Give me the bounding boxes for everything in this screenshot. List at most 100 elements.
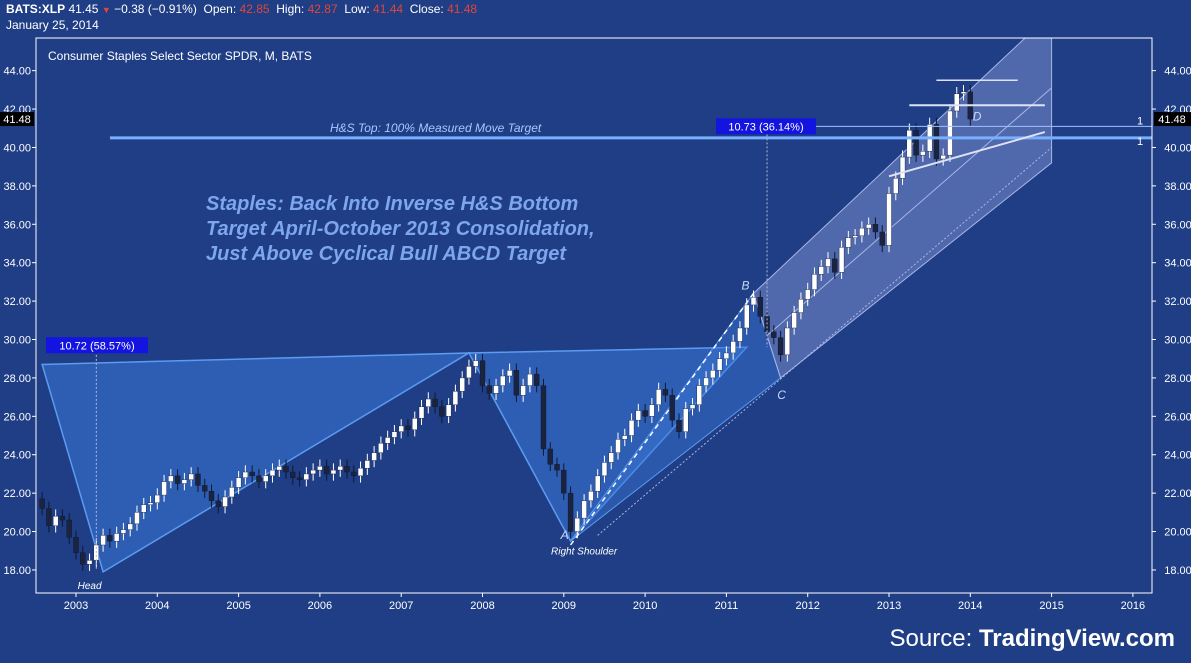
candle bbox=[899, 150, 906, 185]
candle-up bbox=[134, 512, 140, 525]
y-tick-label-right: 20.00 bbox=[1164, 527, 1191, 539]
candle-down bbox=[757, 297, 763, 317]
candle bbox=[317, 459, 323, 477]
y-tick-label-right: 38.00 bbox=[1164, 181, 1191, 193]
candle-up bbox=[750, 297, 757, 306]
candle bbox=[479, 353, 486, 393]
candle-up bbox=[459, 377, 465, 392]
candle-down bbox=[432, 398, 438, 407]
candle bbox=[412, 411, 418, 437]
candle-down bbox=[202, 485, 208, 492]
candle bbox=[459, 371, 465, 399]
candle-up bbox=[716, 358, 723, 371]
candle bbox=[398, 419, 404, 439]
measure-box-2 bbox=[716, 118, 816, 135]
candle bbox=[344, 459, 350, 479]
candle-up bbox=[263, 475, 269, 482]
candle-up bbox=[391, 431, 398, 438]
annotation-title-line: Just Above Cyclical Bull ABCD Target bbox=[206, 243, 567, 265]
rising-channel bbox=[752, 38, 1053, 379]
candle-down bbox=[662, 389, 669, 396]
candle bbox=[323, 459, 330, 481]
x-tick-label: 2004 bbox=[145, 600, 169, 612]
candle-up bbox=[601, 462, 608, 477]
candle-up bbox=[52, 515, 59, 526]
point-c-label: C bbox=[777, 388, 786, 402]
candle bbox=[893, 171, 899, 201]
candle-down bbox=[215, 500, 221, 507]
x-tick-label: 2013 bbox=[877, 600, 901, 612]
candle bbox=[622, 428, 628, 447]
close-value: 41.48 bbox=[447, 2, 478, 16]
candle bbox=[215, 494, 221, 514]
candle bbox=[832, 252, 838, 280]
x-tick-label: 2006 bbox=[308, 600, 332, 612]
candle-up bbox=[330, 469, 337, 475]
candle bbox=[263, 469, 269, 489]
ab-dashed-line bbox=[569, 292, 755, 546]
candle bbox=[466, 359, 472, 385]
candle-up bbox=[703, 377, 709, 386]
candle bbox=[39, 492, 45, 516]
candle-up bbox=[127, 523, 133, 530]
plot-frame bbox=[35, 37, 1153, 594]
candle bbox=[80, 545, 86, 571]
candle-up bbox=[838, 247, 845, 273]
candle bbox=[561, 463, 567, 500]
candle bbox=[730, 334, 736, 360]
y-tick-label-right: 18.00 bbox=[1164, 565, 1191, 577]
candle bbox=[723, 346, 730, 366]
price-change: −0.38 (−0.91%) bbox=[114, 2, 197, 16]
candle bbox=[303, 467, 310, 487]
candle-up bbox=[886, 193, 892, 246]
y-tick-label-right: 22.00 bbox=[1164, 488, 1191, 500]
last-price-tag-left-text: 41.48 bbox=[3, 114, 31, 126]
candle-up bbox=[384, 437, 391, 444]
candle bbox=[852, 229, 858, 245]
quote-line: BATS:XLP 41.45 ▼ −0.38 (−0.91%) Open: 42… bbox=[6, 2, 477, 16]
candle-down bbox=[534, 373, 540, 386]
candle-down bbox=[256, 475, 262, 482]
candle-down bbox=[540, 385, 547, 450]
candle-down bbox=[208, 491, 215, 502]
candle-down bbox=[296, 477, 303, 480]
symbol[interactable]: BATS:XLP bbox=[6, 2, 66, 16]
candle-up bbox=[493, 385, 499, 394]
candle bbox=[771, 325, 777, 345]
candle-up bbox=[737, 327, 743, 342]
candle-down bbox=[66, 519, 72, 538]
candle-up bbox=[141, 504, 147, 513]
candle bbox=[689, 398, 696, 416]
candle-up bbox=[893, 177, 899, 194]
candle-up bbox=[100, 535, 106, 546]
candle bbox=[202, 478, 208, 498]
x-tick-label: 2016 bbox=[1121, 600, 1145, 612]
x-tick-label: 2011 bbox=[715, 600, 739, 612]
candle bbox=[161, 474, 167, 502]
quote-date: January 25, 2014 bbox=[6, 18, 99, 32]
y-tick-label-left: 34.00 bbox=[3, 258, 31, 270]
candle bbox=[954, 86, 960, 118]
channel-tag-1: 1 bbox=[1137, 115, 1143, 127]
y-tick-label-right: 24.00 bbox=[1164, 450, 1191, 462]
candle-up bbox=[222, 496, 228, 507]
candle-up bbox=[852, 235, 858, 238]
candle bbox=[330, 463, 337, 481]
candle bbox=[805, 282, 811, 306]
candle bbox=[669, 388, 675, 427]
candle bbox=[486, 378, 492, 400]
candle-down bbox=[39, 498, 45, 509]
candle bbox=[405, 419, 411, 437]
candle-down bbox=[351, 471, 357, 477]
candle bbox=[249, 465, 255, 483]
candle-up bbox=[337, 466, 343, 471]
candle bbox=[86, 553, 93, 571]
candle bbox=[46, 501, 52, 533]
x-tick-label: 2007 bbox=[389, 600, 413, 612]
low-value: 41.44 bbox=[373, 2, 404, 16]
point-b-label: B bbox=[741, 279, 749, 293]
source-credit: Source: TradingView.com bbox=[890, 625, 1175, 653]
candle-up bbox=[398, 425, 404, 432]
candle bbox=[913, 123, 919, 162]
